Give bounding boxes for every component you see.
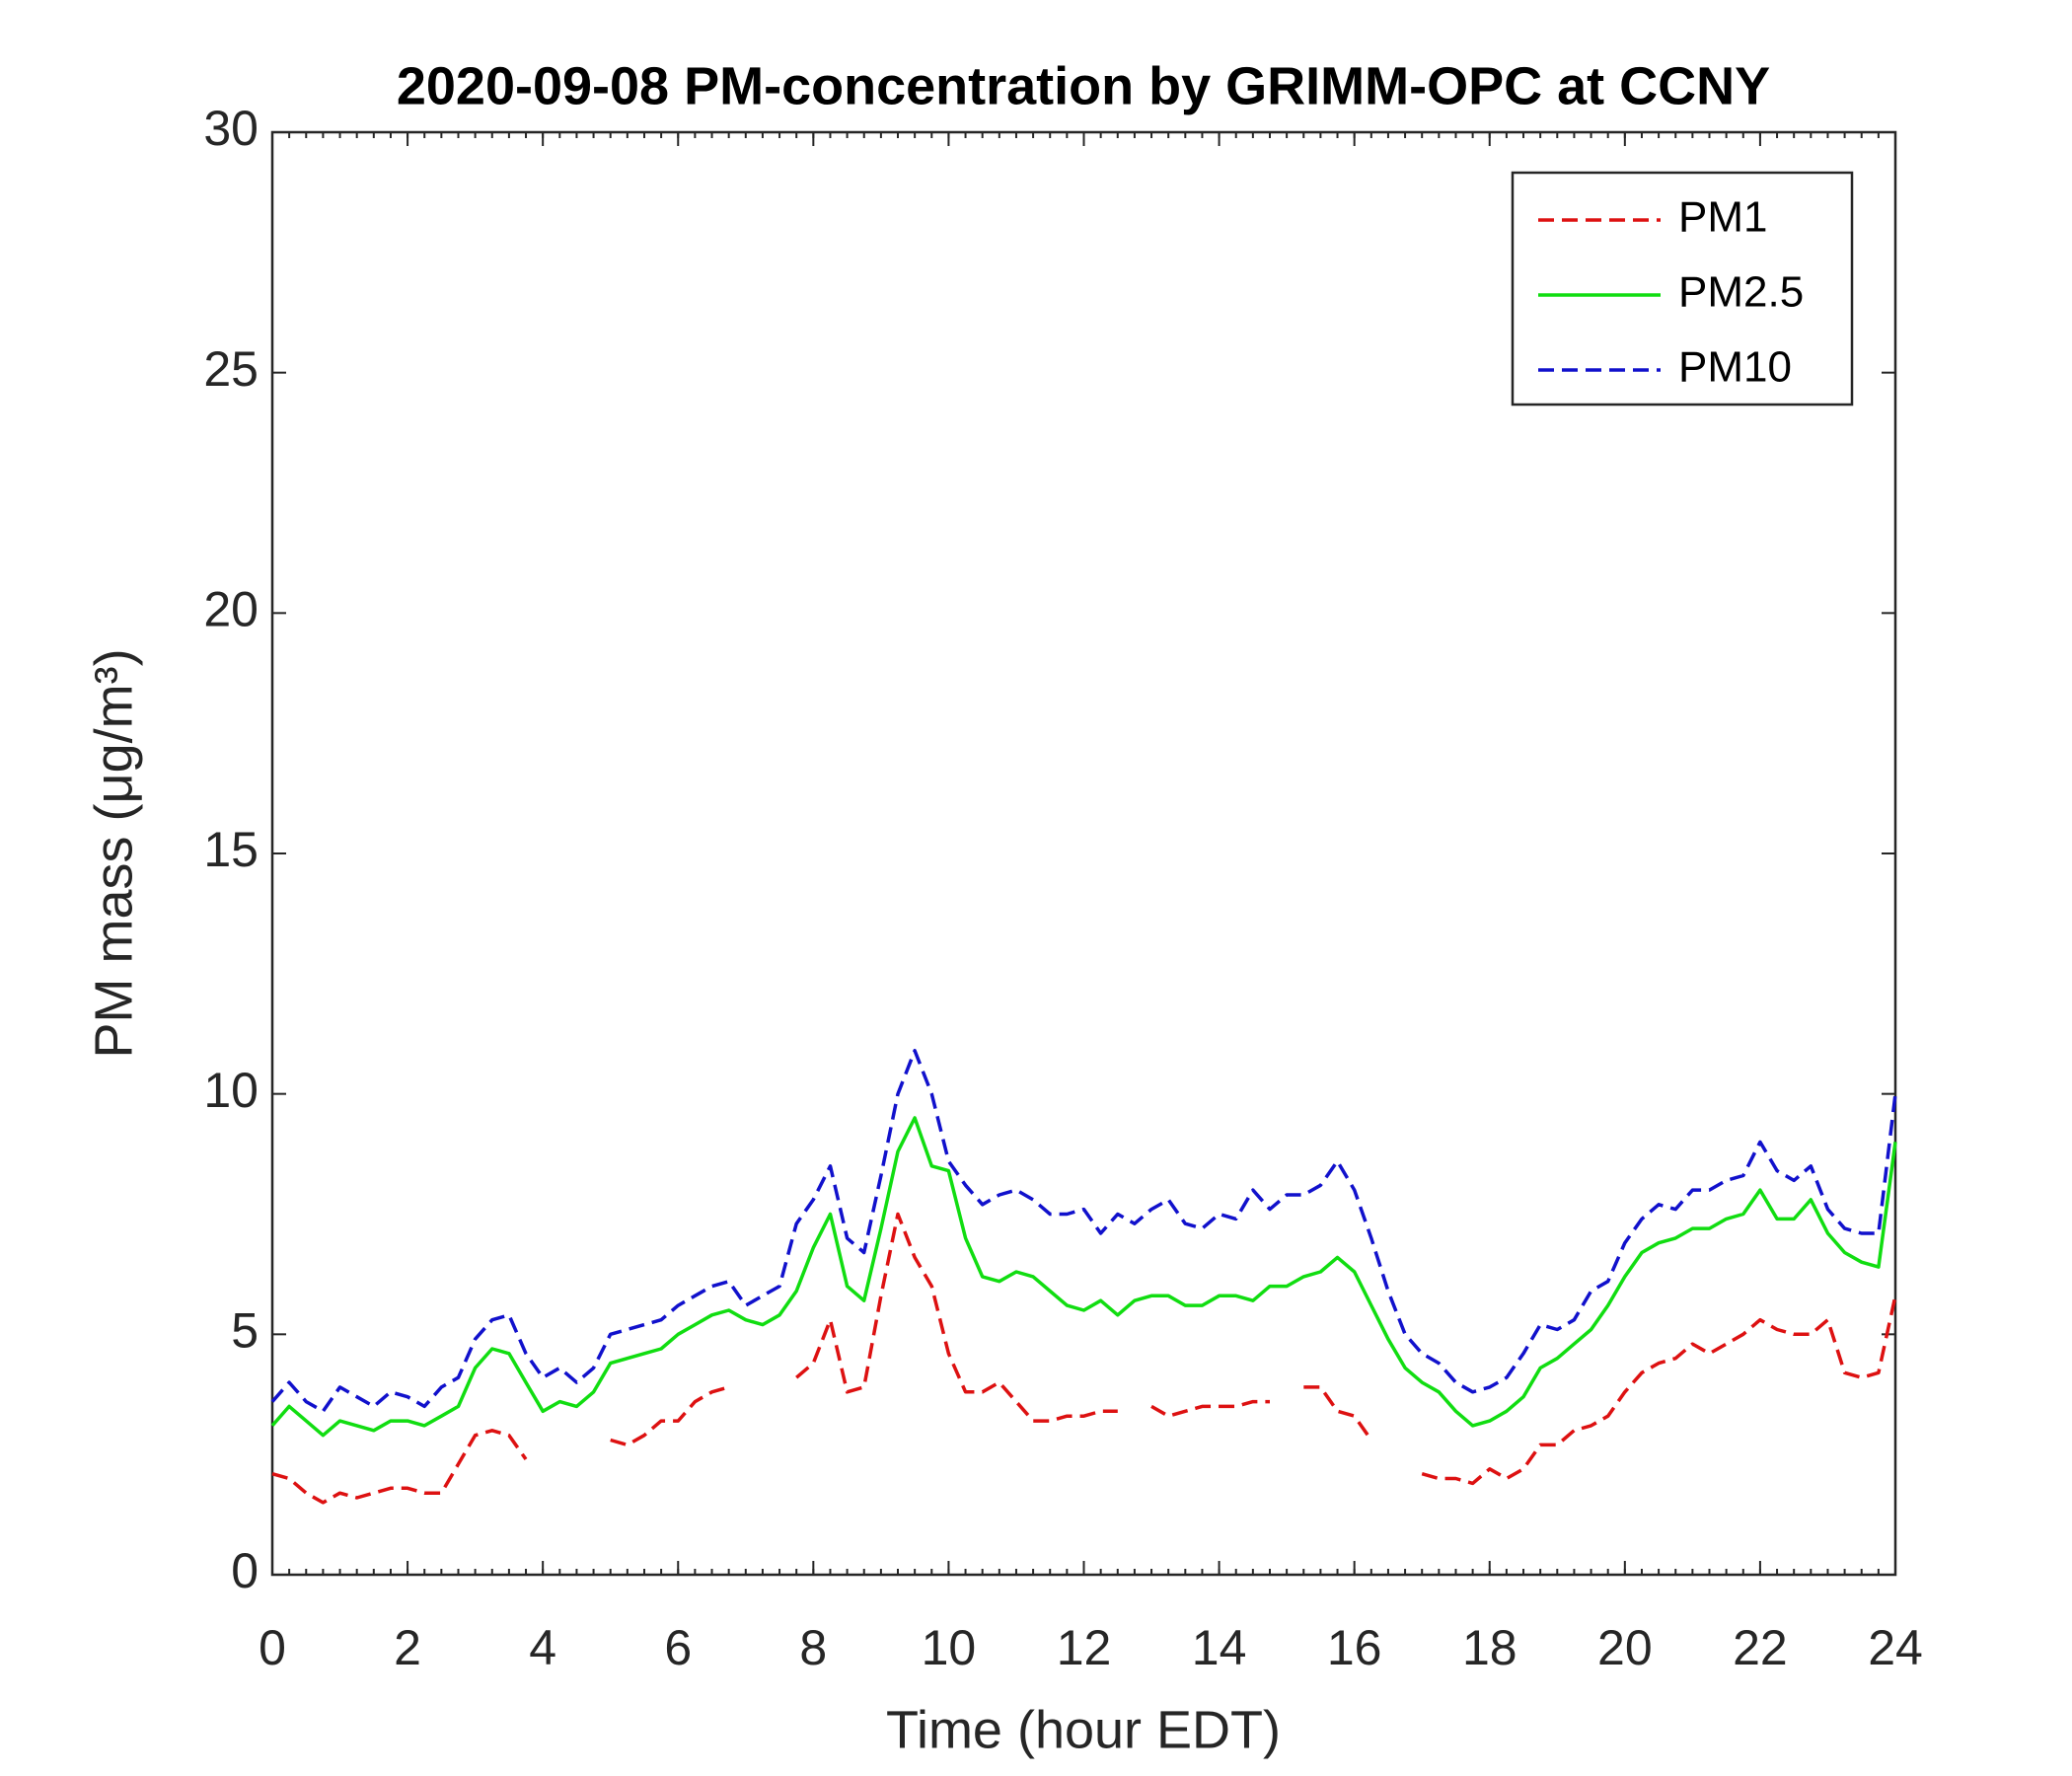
y-tick-label: 20 — [203, 582, 259, 637]
x-tick-label: 22 — [1733, 1620, 1788, 1675]
x-tick-label: 8 — [799, 1620, 827, 1675]
x-tick-label: 10 — [922, 1620, 977, 1675]
x-tick-label: 16 — [1327, 1620, 1382, 1675]
y-tick-label: 25 — [203, 341, 259, 397]
series-line — [270, 1116, 1897, 1438]
y-tick-label: 10 — [203, 1063, 259, 1118]
x-tick-label: 6 — [664, 1620, 692, 1675]
y-tick-label: 15 — [203, 822, 259, 877]
x-tick-label: 18 — [1462, 1620, 1517, 1675]
x-tick-label: 2 — [394, 1620, 421, 1675]
legend-box — [1511, 171, 1854, 407]
y-tick-label: 30 — [203, 101, 259, 156]
x-tick-label: 0 — [259, 1620, 286, 1675]
series-line — [270, 1049, 1897, 1414]
y-tick-label: 5 — [231, 1303, 259, 1359]
x-tick-label: 14 — [1192, 1620, 1247, 1675]
legend-label: PM1 — [1678, 193, 1767, 242]
legend-label: PM10 — [1678, 343, 1792, 392]
y-axis-label: PM mass (μg/m³) — [84, 648, 143, 1058]
x-tick-label: 12 — [1057, 1620, 1112, 1675]
y-tick-label: 0 — [231, 1543, 259, 1598]
x-tick-label: 20 — [1597, 1620, 1653, 1675]
axes-box — [270, 130, 1897, 1577]
x-tick-label: 4 — [529, 1620, 556, 1675]
series-line — [271, 1212, 1897, 1505]
x-tick-label: 24 — [1868, 1620, 1923, 1675]
legend-label: PM2.5 — [1678, 268, 1804, 317]
chart-title: 2020-09-08 PM-concentration by GRIMM-OPC… — [397, 56, 1770, 115]
x-axis-label: Time (hour EDT) — [886, 1700, 1281, 1759]
